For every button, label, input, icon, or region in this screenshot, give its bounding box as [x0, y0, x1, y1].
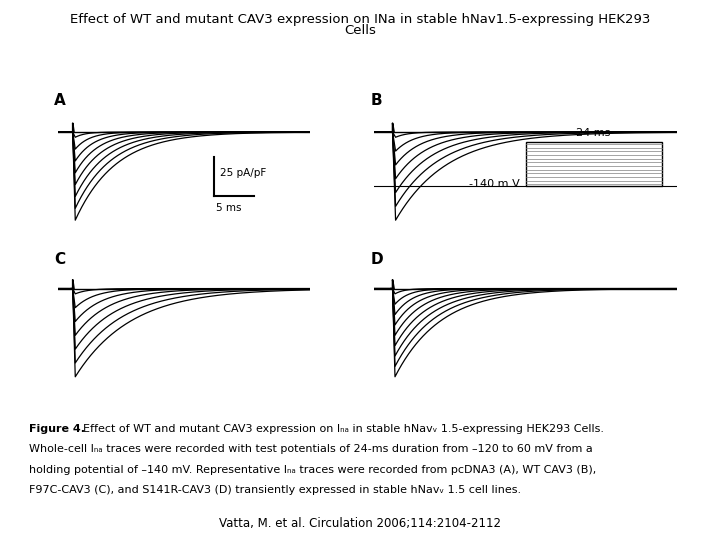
- Text: -140 m.V: -140 m.V: [469, 179, 520, 190]
- Text: Vatta, M. et al. Circulation 2006;114:2104-2112: Vatta, M. et al. Circulation 2006;114:21…: [219, 517, 501, 530]
- Text: A: A: [54, 93, 66, 108]
- Text: Effect of WT and mutant CAV3 expression on Iₙₐ in stable hNavᵥ 1.5-expressing HE: Effect of WT and mutant CAV3 expression …: [83, 424, 604, 434]
- Text: Figure 4.: Figure 4.: [29, 424, 85, 434]
- Text: Cells: Cells: [344, 24, 376, 37]
- Text: holding potential of –140 mV. Representative Iₙₐ traces were recorded from pcDNA: holding potential of –140 mV. Representa…: [29, 465, 596, 475]
- Text: 25 pA/pF: 25 pA/pF: [220, 167, 266, 178]
- Text: 5 ms: 5 ms: [217, 203, 242, 213]
- Text: B: B: [371, 93, 382, 108]
- Text: Effect of WT and mutant CAV3 expression on INa in stable hNav1.5-expressing HEK2: Effect of WT and mutant CAV3 expression …: [70, 14, 650, 26]
- Text: D: D: [371, 252, 384, 267]
- Bar: [526, 143, 662, 186]
- Text: Whole-cell Iₙₐ traces were recorded with test potentials of 24-ms duration from : Whole-cell Iₙₐ traces were recorded with…: [29, 444, 593, 455]
- Text: C: C: [54, 252, 65, 267]
- Text: 24 ms: 24 ms: [577, 128, 611, 138]
- Text: F97C-CAV3 (C), and S141R-CAV3 (D) transiently expressed in stable hNavᵥ 1.5 cell: F97C-CAV3 (C), and S141R-CAV3 (D) transi…: [29, 485, 521, 496]
